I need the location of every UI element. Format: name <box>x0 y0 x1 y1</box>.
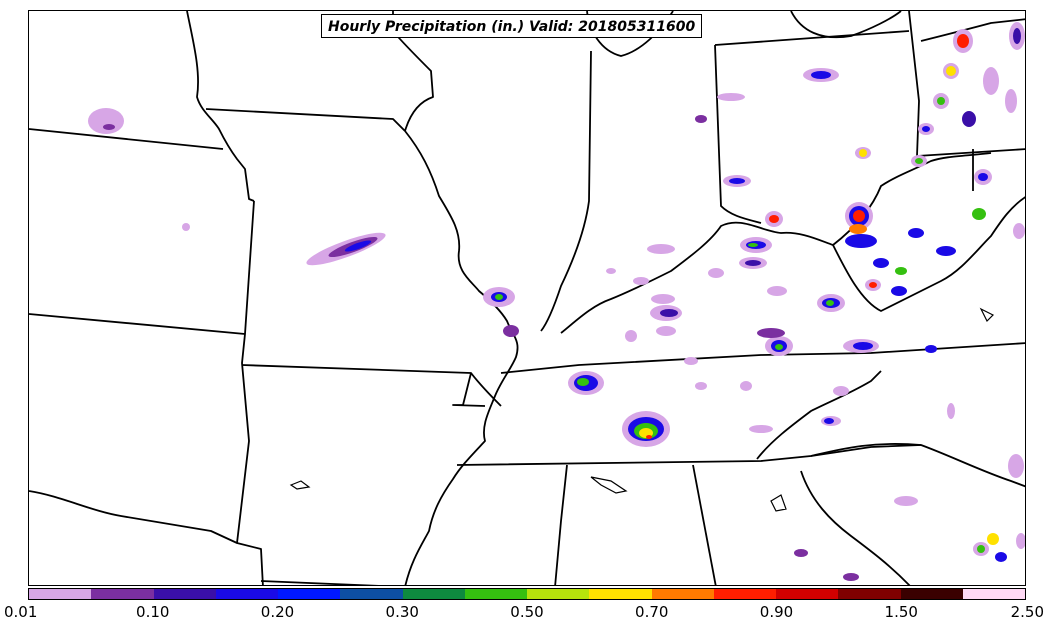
precip-cell <box>824 418 834 424</box>
precip-cell <box>577 378 589 386</box>
precip-cell <box>344 240 372 252</box>
precip-cell <box>103 124 115 130</box>
precip-cell <box>769 215 779 223</box>
colorbar-segment <box>589 589 652 599</box>
precip-cell <box>995 552 1007 562</box>
precip-cell <box>946 66 956 76</box>
colorbar-segment <box>278 589 341 599</box>
precip-cell <box>1013 223 1025 239</box>
precip-cell <box>962 111 976 127</box>
colorbar-segment <box>464 589 527 599</box>
precip-cell <box>873 258 889 268</box>
precip-cell <box>1016 533 1025 549</box>
precip-cell <box>740 381 752 391</box>
precip-cell <box>749 425 773 433</box>
precip-cell <box>937 97 945 105</box>
precip-cell <box>684 357 698 365</box>
precip-cell <box>495 294 503 300</box>
precip-cell <box>925 345 937 353</box>
precip-cell <box>633 277 649 285</box>
precip-cell <box>947 403 955 419</box>
precip-cell <box>978 173 988 181</box>
precip-cell <box>606 268 616 274</box>
precip-cell <box>1013 28 1021 44</box>
colorbar-segment <box>91 589 154 599</box>
precip-cell <box>891 286 907 296</box>
colorbar-segment <box>838 589 901 599</box>
precip-cell <box>748 243 758 247</box>
precip-cell <box>936 246 956 256</box>
precip-cell <box>922 126 930 132</box>
colorbar-tick-label: 0.01 <box>4 603 38 621</box>
lake-outlines <box>289 307 995 512</box>
precip-cell <box>1005 89 1017 113</box>
precip-cell <box>794 549 808 557</box>
precip-cell <box>908 228 924 238</box>
precip-cell <box>717 93 745 101</box>
precip-cell <box>503 325 519 337</box>
colorbar-segment <box>402 589 465 599</box>
colorbar-segment <box>29 589 92 599</box>
precip-cell <box>625 330 637 342</box>
precip-cell <box>745 260 761 266</box>
colorbar-segment <box>651 589 714 599</box>
precip-cell <box>708 268 724 278</box>
colorbar-segment <box>713 589 776 599</box>
precip-cell <box>895 267 907 275</box>
colorbar-tick-label: 0.70 <box>635 603 669 621</box>
precip-cell <box>972 208 986 220</box>
precip-cell <box>729 178 745 184</box>
colorbar-segment <box>962 589 1025 599</box>
precip-cell <box>843 573 859 581</box>
map-frame <box>28 10 1026 586</box>
precip-cell <box>987 533 999 545</box>
precip-cell <box>977 545 985 553</box>
colorbar-segment <box>527 589 590 599</box>
precip-colorbar <box>28 588 1026 600</box>
map-title: Hourly Precipitation (in.) Valid: 201805… <box>321 14 703 38</box>
precip-cell <box>660 309 678 317</box>
precip-cell <box>646 435 652 439</box>
precip-cell <box>869 282 877 288</box>
precip-cell <box>695 115 707 123</box>
colorbar-segment <box>153 589 216 599</box>
precip-cell <box>656 326 676 336</box>
colorbar-tick-label: 0.90 <box>759 603 794 621</box>
map-canvas <box>29 11 1025 585</box>
precip-cell <box>915 158 923 164</box>
precip-cell <box>811 71 831 79</box>
colorbar-segment <box>340 589 403 599</box>
precip-cell <box>775 344 783 350</box>
precip-cell <box>182 223 190 231</box>
precip-cell <box>767 286 787 296</box>
precip-cell <box>859 149 867 157</box>
colorbar-segment <box>776 589 839 599</box>
precip-cell <box>849 224 867 234</box>
precip-cell <box>647 244 675 254</box>
colorbar-segment <box>900 589 963 599</box>
colorbar-tick-label: 0.10 <box>136 603 170 621</box>
precip-cell <box>853 342 873 350</box>
precip-cell <box>845 234 877 248</box>
colorbar-segment <box>215 589 278 599</box>
precip-cell <box>88 108 124 134</box>
colorbar-tick-label: 0.30 <box>385 603 419 621</box>
precip-cell <box>894 496 918 506</box>
precip-cell <box>983 67 999 95</box>
precip-field <box>88 22 1025 581</box>
precip-cell <box>957 34 969 48</box>
colorbar-tick-label: 0.50 <box>510 603 544 621</box>
colorbar-tick-label: 2.50 <box>1010 603 1044 621</box>
precip-cell <box>757 328 785 338</box>
precip-cell <box>853 210 865 222</box>
precip-cell <box>833 386 849 396</box>
precip-cell <box>651 294 675 304</box>
precip-cell <box>695 382 707 390</box>
colorbar-tick-label: 0.20 <box>260 603 295 621</box>
state-boundaries <box>29 11 1025 585</box>
precip-cell <box>1008 454 1024 478</box>
colorbar-tick-label: 1.50 <box>884 603 918 621</box>
precip-cell <box>826 300 834 306</box>
